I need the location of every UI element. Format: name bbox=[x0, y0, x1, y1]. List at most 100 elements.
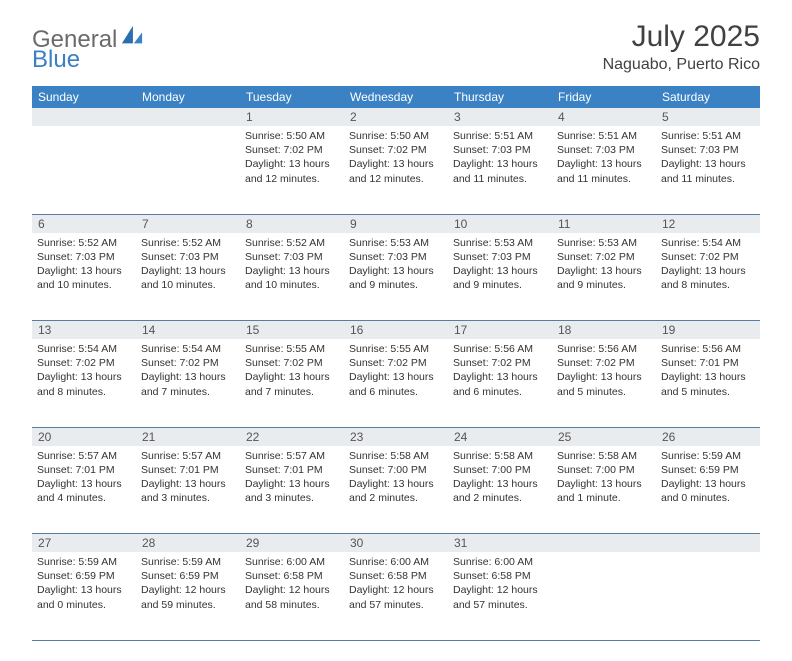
logo-sail-icon bbox=[121, 25, 143, 47]
daylight-line-2: and 10 minutes. bbox=[141, 278, 235, 292]
sunrise-line: Sunrise: 5:56 AM bbox=[557, 342, 651, 356]
day-cell: Sunrise: 5:53 AMSunset: 7:02 PMDaylight:… bbox=[552, 233, 656, 321]
daylight-line-2: and 7 minutes. bbox=[141, 385, 235, 399]
day-cell: Sunrise: 5:51 AMSunset: 7:03 PMDaylight:… bbox=[552, 126, 656, 214]
daylight-line-1: Daylight: 13 hours bbox=[37, 583, 131, 597]
weekday-header: Friday bbox=[552, 86, 656, 108]
day-number-cell: 19 bbox=[656, 321, 760, 340]
day-body: Sunrise: 5:58 AMSunset: 7:00 PMDaylight:… bbox=[448, 446, 552, 510]
sunset-line: Sunset: 7:03 PM bbox=[245, 250, 339, 264]
day-body: Sunrise: 5:53 AMSunset: 7:03 PMDaylight:… bbox=[448, 233, 552, 297]
day-cell: Sunrise: 5:52 AMSunset: 7:03 PMDaylight:… bbox=[32, 233, 136, 321]
daylight-line-2: and 59 minutes. bbox=[141, 598, 235, 612]
daylight-line-2: and 1 minute. bbox=[557, 491, 651, 505]
day-number-row: 20212223242526 bbox=[32, 427, 760, 446]
day-cell bbox=[32, 126, 136, 214]
day-number-cell: 18 bbox=[552, 321, 656, 340]
day-body: Sunrise: 5:59 AMSunset: 6:59 PMDaylight:… bbox=[136, 552, 240, 616]
daylight-line-1: Daylight: 13 hours bbox=[557, 157, 651, 171]
day-number-cell: 9 bbox=[344, 214, 448, 233]
daylight-line-1: Daylight: 13 hours bbox=[245, 264, 339, 278]
sunrise-line: Sunrise: 5:59 AM bbox=[37, 555, 131, 569]
weekday-header: Sunday bbox=[32, 86, 136, 108]
day-cell: Sunrise: 5:51 AMSunset: 7:03 PMDaylight:… bbox=[448, 126, 552, 214]
day-body-row: Sunrise: 5:57 AMSunset: 7:01 PMDaylight:… bbox=[32, 446, 760, 534]
day-cell: Sunrise: 5:51 AMSunset: 7:03 PMDaylight:… bbox=[656, 126, 760, 214]
day-cell: Sunrise: 5:53 AMSunset: 7:03 PMDaylight:… bbox=[448, 233, 552, 321]
day-body: Sunrise: 5:51 AMSunset: 7:03 PMDaylight:… bbox=[448, 126, 552, 190]
location: Naguabo, Puerto Rico bbox=[603, 56, 760, 74]
sunrise-line: Sunrise: 5:50 AM bbox=[349, 129, 443, 143]
day-cell: Sunrise: 5:56 AMSunset: 7:01 PMDaylight:… bbox=[656, 339, 760, 427]
day-number-cell: 16 bbox=[344, 321, 448, 340]
day-number-cell bbox=[136, 108, 240, 126]
day-body: Sunrise: 5:55 AMSunset: 7:02 PMDaylight:… bbox=[240, 339, 344, 403]
day-body: Sunrise: 5:54 AMSunset: 7:02 PMDaylight:… bbox=[32, 339, 136, 403]
sunset-line: Sunset: 7:01 PM bbox=[245, 463, 339, 477]
daylight-line-1: Daylight: 13 hours bbox=[245, 157, 339, 171]
sunset-line: Sunset: 7:01 PM bbox=[141, 463, 235, 477]
weekday-header: Tuesday bbox=[240, 86, 344, 108]
sunset-line: Sunset: 7:03 PM bbox=[661, 143, 755, 157]
daylight-line-1: Daylight: 13 hours bbox=[349, 157, 443, 171]
sunset-line: Sunset: 6:58 PM bbox=[245, 569, 339, 583]
daylight-line-1: Daylight: 13 hours bbox=[37, 477, 131, 491]
day-cell: Sunrise: 6:00 AMSunset: 6:58 PMDaylight:… bbox=[240, 552, 344, 640]
sunset-line: Sunset: 7:02 PM bbox=[245, 143, 339, 157]
daylight-line-1: Daylight: 13 hours bbox=[557, 477, 651, 491]
day-cell: Sunrise: 5:50 AMSunset: 7:02 PMDaylight:… bbox=[344, 126, 448, 214]
sunset-line: Sunset: 7:02 PM bbox=[453, 356, 547, 370]
sunrise-line: Sunrise: 5:56 AM bbox=[453, 342, 547, 356]
sunrise-line: Sunrise: 5:52 AM bbox=[37, 236, 131, 250]
day-body: Sunrise: 5:59 AMSunset: 6:59 PMDaylight:… bbox=[32, 552, 136, 616]
title-block: July 2025 Naguabo, Puerto Rico bbox=[603, 20, 760, 74]
daylight-line-1: Daylight: 13 hours bbox=[245, 370, 339, 384]
day-number-cell: 24 bbox=[448, 427, 552, 446]
sunrise-line: Sunrise: 5:51 AM bbox=[661, 129, 755, 143]
sunrise-line: Sunrise: 5:57 AM bbox=[37, 449, 131, 463]
day-cell: Sunrise: 5:55 AMSunset: 7:02 PMDaylight:… bbox=[344, 339, 448, 427]
daylight-line-2: and 2 minutes. bbox=[349, 491, 443, 505]
daylight-line-2: and 4 minutes. bbox=[37, 491, 131, 505]
daylight-line-2: and 9 minutes. bbox=[349, 278, 443, 292]
weekday-header: Thursday bbox=[448, 86, 552, 108]
day-number-cell: 6 bbox=[32, 214, 136, 233]
daylight-line-1: Daylight: 12 hours bbox=[245, 583, 339, 597]
sunrise-line: Sunrise: 5:57 AM bbox=[245, 449, 339, 463]
daylight-line-2: and 3 minutes. bbox=[245, 491, 339, 505]
daylight-line-1: Daylight: 13 hours bbox=[141, 264, 235, 278]
day-cell: Sunrise: 5:59 AMSunset: 6:59 PMDaylight:… bbox=[656, 446, 760, 534]
daylight-line-1: Daylight: 13 hours bbox=[661, 370, 755, 384]
weekday-header: Monday bbox=[136, 86, 240, 108]
day-cell: Sunrise: 6:00 AMSunset: 6:58 PMDaylight:… bbox=[448, 552, 552, 640]
day-number-row: 13141516171819 bbox=[32, 321, 760, 340]
logo-text-blue: Blue bbox=[32, 46, 80, 73]
daylight-line-2: and 8 minutes. bbox=[37, 385, 131, 399]
daylight-line-2: and 6 minutes. bbox=[453, 385, 547, 399]
daylight-line-1: Daylight: 13 hours bbox=[245, 477, 339, 491]
day-number-cell bbox=[552, 534, 656, 553]
day-cell: Sunrise: 5:59 AMSunset: 6:59 PMDaylight:… bbox=[32, 552, 136, 640]
day-body: Sunrise: 5:57 AMSunset: 7:01 PMDaylight:… bbox=[32, 446, 136, 510]
sunrise-line: Sunrise: 5:53 AM bbox=[557, 236, 651, 250]
daylight-line-1: Daylight: 13 hours bbox=[37, 370, 131, 384]
day-body-row: Sunrise: 5:59 AMSunset: 6:59 PMDaylight:… bbox=[32, 552, 760, 640]
day-number-cell: 22 bbox=[240, 427, 344, 446]
day-cell: Sunrise: 5:54 AMSunset: 7:02 PMDaylight:… bbox=[656, 233, 760, 321]
day-cell: Sunrise: 5:53 AMSunset: 7:03 PMDaylight:… bbox=[344, 233, 448, 321]
day-body: Sunrise: 6:00 AMSunset: 6:58 PMDaylight:… bbox=[344, 552, 448, 616]
day-number-cell: 10 bbox=[448, 214, 552, 233]
sunset-line: Sunset: 7:03 PM bbox=[141, 250, 235, 264]
daylight-line-2: and 0 minutes. bbox=[661, 491, 755, 505]
day-cell: Sunrise: 5:58 AMSunset: 7:00 PMDaylight:… bbox=[448, 446, 552, 534]
daylight-line-2: and 12 minutes. bbox=[349, 172, 443, 186]
sunrise-line: Sunrise: 5:54 AM bbox=[141, 342, 235, 356]
daylight-line-1: Daylight: 12 hours bbox=[349, 583, 443, 597]
day-body: Sunrise: 5:57 AMSunset: 7:01 PMDaylight:… bbox=[136, 446, 240, 510]
day-number-cell: 14 bbox=[136, 321, 240, 340]
day-cell: Sunrise: 5:56 AMSunset: 7:02 PMDaylight:… bbox=[448, 339, 552, 427]
daylight-line-2: and 6 minutes. bbox=[349, 385, 443, 399]
sunset-line: Sunset: 7:03 PM bbox=[453, 250, 547, 264]
sunset-line: Sunset: 7:00 PM bbox=[349, 463, 443, 477]
day-body: Sunrise: 5:51 AMSunset: 7:03 PMDaylight:… bbox=[656, 126, 760, 190]
